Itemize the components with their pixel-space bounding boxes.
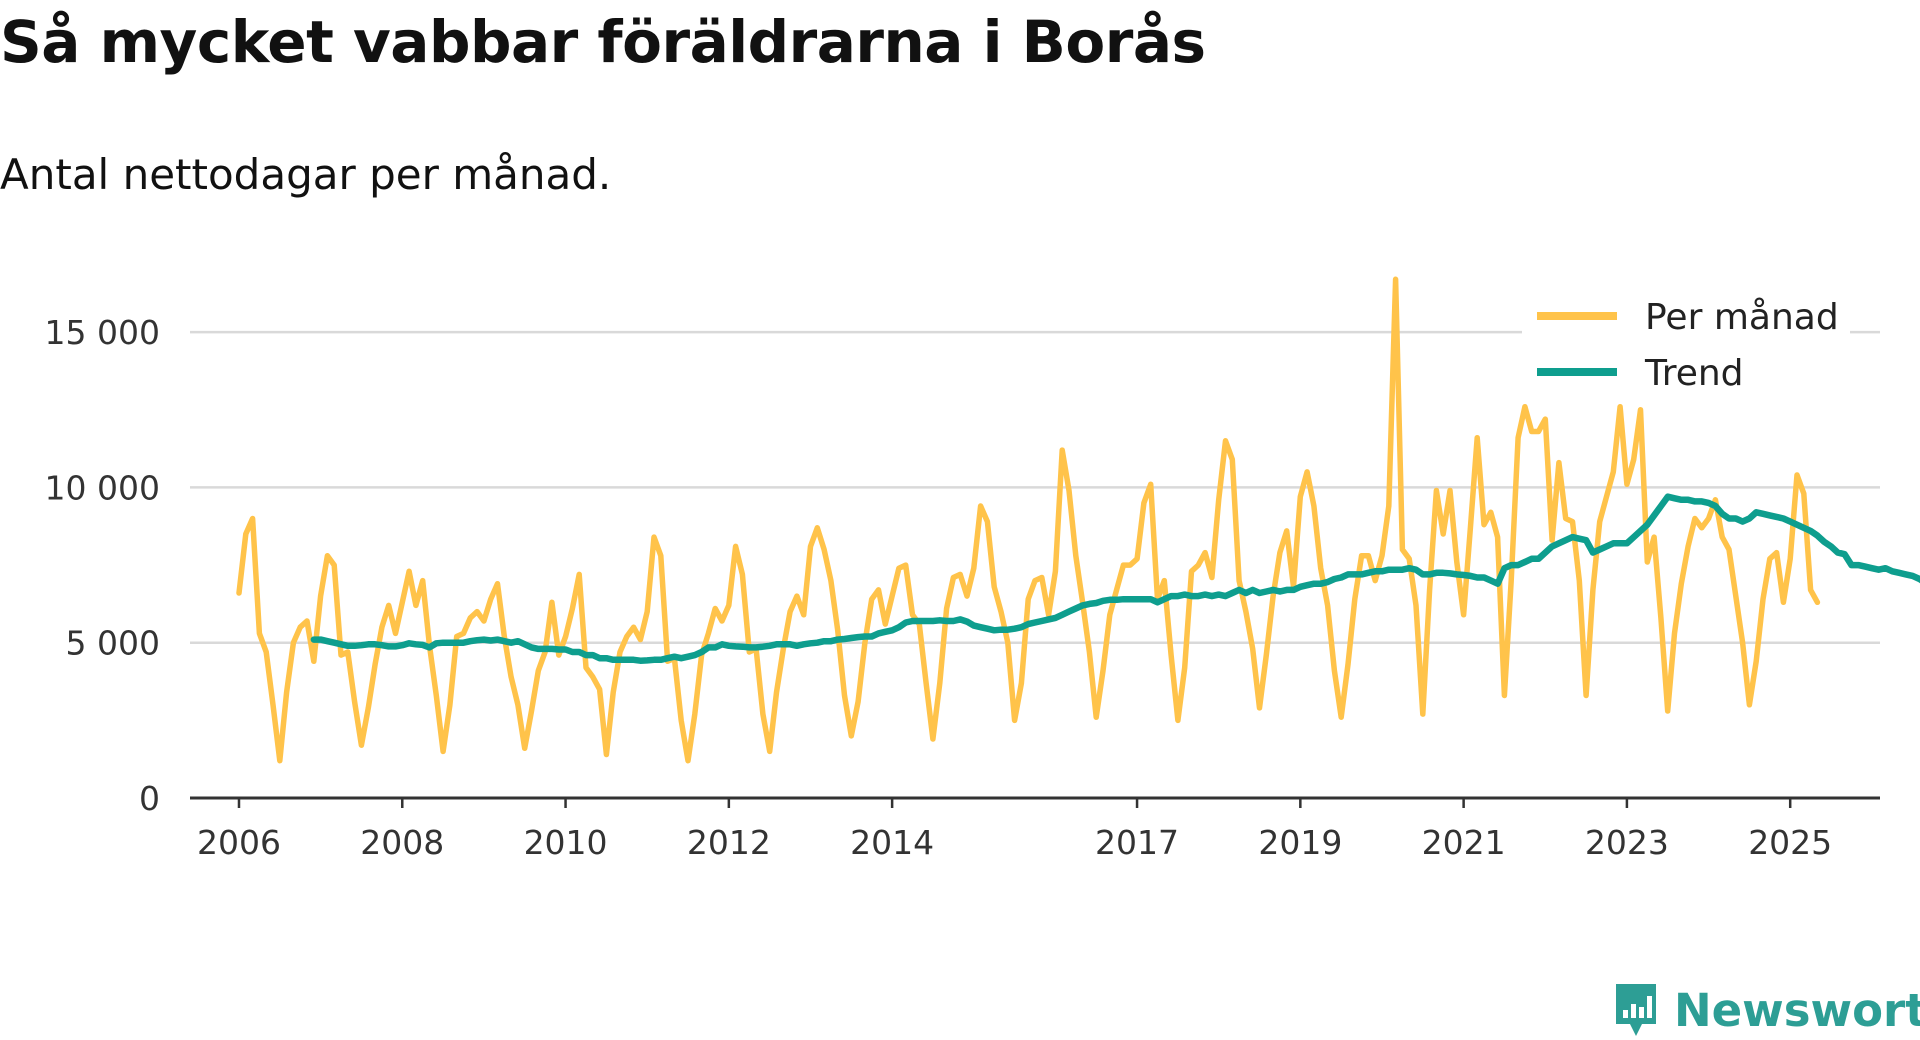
chart-subtitle: Antal nettodagar per månad.: [0, 150, 612, 199]
y-tick-label: 10 000: [45, 468, 160, 507]
x-tick-label: 2010: [524, 823, 608, 862]
x-axis: [190, 796, 1880, 808]
x-tick-label: 2019: [1258, 823, 1342, 862]
x-axis-tick-labels: 2006 2008 2010 2012 2014 2017 2019 2021 2023 2025: [197, 823, 1832, 862]
x-tick-label: 2006: [197, 823, 281, 862]
y-tick-label: 15 000: [45, 313, 160, 352]
x-tick-label: 2025: [1748, 823, 1832, 862]
x-tick-label: 2017: [1095, 823, 1179, 862]
series-line-trend: [310, 493, 1920, 664]
y-tick-label: 5 000: [66, 624, 160, 663]
legend: Per månad Trend: [1522, 290, 1850, 395]
x-tick-label: 2021: [1422, 823, 1506, 862]
x-tick-label: 2014: [850, 823, 934, 862]
legend-label-per-manad: Per månad: [1645, 297, 1839, 338]
x-tick-label: 2012: [687, 823, 771, 862]
brand-name: Newsworthy: [1674, 983, 1920, 1037]
y-tick-label: 0: [139, 779, 160, 818]
newsworthy-logo-icon: [1616, 984, 1656, 1036]
series-line-per-manad: [236, 276, 1821, 764]
chart-title: Så mycket vabbar föräldrarna i Borås: [0, 8, 1206, 76]
legend-label-trend: Trend: [1644, 353, 1744, 394]
y-axis-tick-labels: 0 5 000 10 000 15 000: [45, 313, 160, 818]
series-lines: [236, 276, 1920, 764]
legend-background: [1522, 290, 1850, 395]
newsworthy-brand: Newsworthy: [1612, 980, 1920, 1040]
x-tick-label: 2008: [360, 823, 444, 862]
x-tick-label: 2023: [1585, 823, 1669, 862]
